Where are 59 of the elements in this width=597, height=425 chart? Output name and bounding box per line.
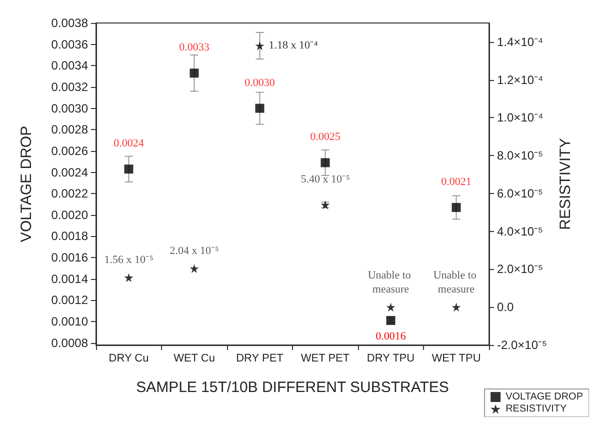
x-tick-label: WET PET — [300, 352, 350, 364]
point — [452, 202, 461, 212]
y2-tick-label: 2.0×10⁻⁵ — [497, 262, 544, 276]
data-label: Unable to measure — [368, 270, 414, 296]
y-tick-label: 0.0032 — [51, 80, 88, 94]
y2-tick-label: 1.4×10⁻⁴ — [497, 34, 544, 49]
x-tick-label: DRY PET — [236, 352, 284, 364]
y-tick-label: 0.0022 — [51, 186, 88, 201]
data-label: 0.0025 — [310, 131, 341, 144]
y2-axis-title: RESISTIVITY — [556, 138, 574, 230]
y-tick-label: 0.0010 — [51, 314, 88, 329]
annotation: 0.0016 — [376, 330, 406, 342]
y2-tick-label: 1.0×10⁻⁴ — [497, 110, 544, 125]
data-label: 0.0021 — [441, 176, 472, 188]
point — [190, 264, 199, 273]
y-tick-label: 0.0016 — [51, 250, 88, 265]
y2-tick-label: 1.2×10⁻⁴ — [497, 72, 544, 87]
point — [386, 316, 396, 325]
y-axis-title: VOLTAGE DROP — [18, 126, 35, 242]
y-tick-label: 0.0030 — [51, 101, 88, 116]
data-label: 1.56 x 10⁻⁵ — [104, 254, 154, 266]
point — [452, 302, 461, 312]
legend-label: VOLTAGE DROP — [506, 392, 584, 402]
y2-tick-label: 8.0×10⁻⁵ — [497, 148, 544, 163]
point — [386, 302, 396, 312]
point — [255, 104, 264, 113]
y2-tick-label: 0.0 — [497, 300, 514, 314]
y-tick-label: 0.0012 — [51, 293, 88, 308]
y-tick-label: 0.0038 — [51, 16, 88, 30]
data-label: 0.0030 — [244, 76, 276, 89]
x-axis-title: SAMPLE 15T/10B DIFFERENT SUBSTRATES — [136, 379, 449, 396]
y2-tick-label: 4.0×10⁻⁵ — [497, 224, 544, 238]
y-tick-label: 0.0028 — [51, 122, 88, 137]
y-tick-label: 0.0034 — [51, 58, 88, 73]
data-label: 0.0024 — [114, 138, 144, 150]
data-label: 0.0033 — [179, 42, 210, 54]
x-tick-label: WET TPU — [432, 352, 481, 364]
y2-tick-label: -2.0×10⁻⁵ — [497, 338, 548, 352]
x-tick-label: DRY Cu — [108, 352, 149, 364]
data-label: 5.40 x 10⁻⁵ — [300, 173, 350, 186]
x-tick-label: DRY TPU — [366, 352, 415, 364]
y-tick-label: 0.0008 — [51, 336, 88, 350]
point — [190, 68, 199, 78]
y-tick-label: 0.0024 — [51, 165, 88, 180]
point — [124, 273, 134, 282]
y2-tick-label: 6.0×10⁻⁵ — [497, 186, 544, 200]
point — [255, 41, 264, 50]
y-tick-label: 0.0026 — [51, 144, 88, 158]
y-tick-label: 0.0036 — [51, 37, 88, 52]
x-tick-label: WET Cu — [174, 352, 215, 364]
y-tick-label: 0.0018 — [51, 229, 88, 244]
legend-label: RESISTIVITY — [506, 404, 568, 414]
data-label: Unable to measure — [433, 270, 480, 296]
data-label: 2.04 x 10⁻⁵ — [170, 244, 219, 257]
point — [124, 164, 134, 174]
y-tick-label: 0.0014 — [51, 272, 88, 286]
y-tick-label: 0.0020 — [51, 208, 88, 222]
annotation: 1.18 x 10⁻⁴ — [268, 40, 318, 52]
point — [320, 158, 330, 168]
